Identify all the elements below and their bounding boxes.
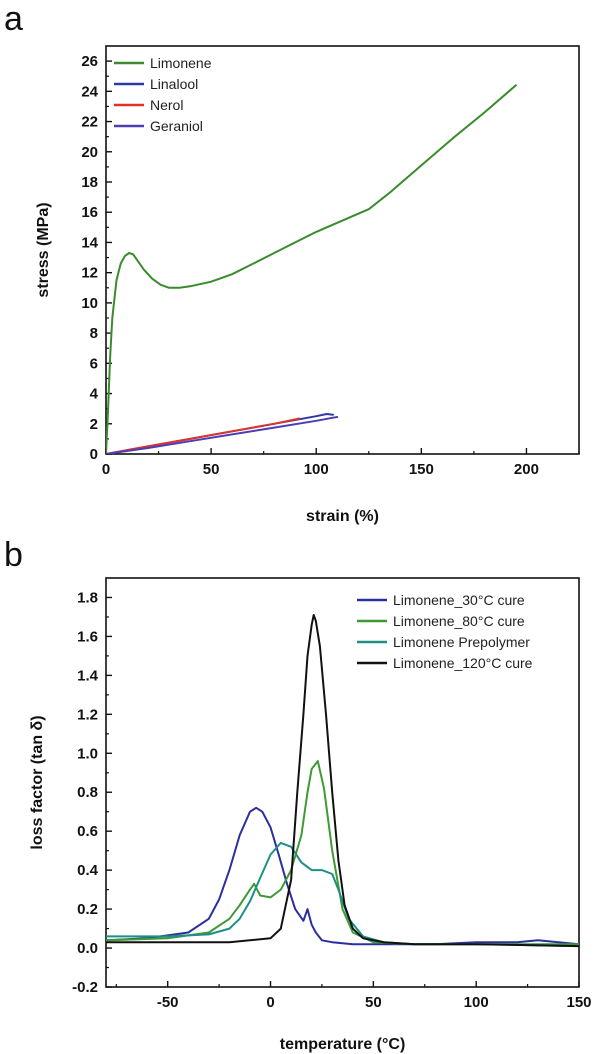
legend-label-limonene-prepolymer: Limonene Prepolymer <box>393 634 530 650</box>
plot-frame <box>105 577 580 988</box>
y-tick-label: 1.6 <box>77 628 98 645</box>
y-axis-title: loss factor (tan δ) <box>29 715 46 849</box>
x-tick-label: 100 <box>304 461 329 478</box>
series-line-limonene-30-c-cure <box>106 806 579 946</box>
x-tick-label: 50 <box>365 994 382 1011</box>
x-tick-label: 150 <box>409 461 434 478</box>
y-tick-label: 10 <box>81 295 98 312</box>
y-tick-label: 12 <box>81 265 98 282</box>
panel-label-b: b <box>4 536 23 574</box>
y-tick-label: 0.4 <box>77 862 99 879</box>
x-tick-label: 0 <box>266 994 274 1011</box>
y-tick-label: 26 <box>81 53 98 70</box>
legend: Limonene_30°C cure Limonene_80°C cure Limo… <box>357 592 533 671</box>
y-tick-label: 0 <box>90 446 98 463</box>
y-tick-label: 8 <box>90 325 98 342</box>
panel-label-a: a <box>4 0 23 38</box>
chart-panel-a: 0 50 100 150 20002468101214161820222426strai… <box>35 45 580 525</box>
y-axis-title: stress (MPa) <box>35 202 52 297</box>
legend-label-linalool: Linalool <box>150 76 198 92</box>
y-tick-label: 0.0 <box>77 940 98 957</box>
y-tick-label: 0.6 <box>77 823 98 840</box>
y-tick-label: 14 <box>81 234 98 251</box>
x-tick-label: 200 <box>514 461 539 478</box>
series-line-geraniol <box>106 416 339 454</box>
chart-panel-b: -50 0 50 100 150 -0.2 0.0 0.2 0.4 0.6 0.8 1.0 1.2 1.4… <box>29 577 592 1053</box>
x-axis-title: strain (%) <box>306 508 379 525</box>
legend-label-nerol: Nerol <box>150 97 183 113</box>
x-axis-title: temperature (°C) <box>280 1036 406 1053</box>
y-tick-label: 2 <box>90 416 98 433</box>
legend-label-limonene-30-c-cure: Limonene_30°C cure <box>393 592 525 608</box>
y-tick-label: 16 <box>81 204 98 221</box>
y-tick-label: 1.0 <box>77 745 98 762</box>
legend: Limonene Linalool Nerol Geraniol <box>114 55 212 134</box>
legend-label-limonene-120-c-cure: Limonene_120°C cure <box>393 655 533 671</box>
y-tick-label: 4 <box>90 386 99 403</box>
y-tick-label: -0.2 <box>72 979 98 996</box>
y-tick-label: 18 <box>81 174 98 191</box>
legend-label-geraniol: Geraniol <box>150 118 203 134</box>
series-line-limonene-80-c-cure <box>106 760 579 946</box>
series-line-limonene-120-c-cure <box>106 614 579 948</box>
plot-frame <box>105 45 580 455</box>
y-tick-label: 20 <box>81 144 98 161</box>
x-tick-label: 0 <box>102 461 110 478</box>
x-tick-label: 50 <box>203 461 220 478</box>
legend-label-limonene-80-c-cure: Limonene_80°C cure <box>393 613 525 629</box>
y-tick-label: 24 <box>81 83 98 100</box>
y-tick-label: 0.8 <box>77 784 98 801</box>
y-tick-label: 1.2 <box>77 706 98 723</box>
x-tick-label: 150 <box>566 994 591 1011</box>
y-tick-label: 1.8 <box>77 589 98 606</box>
y-tick-label: 1.4 <box>77 667 99 684</box>
legend-label-limonene: Limonene <box>150 55 212 71</box>
x-tick-label: -50 <box>157 994 179 1011</box>
series-line-limonene <box>106 84 517 454</box>
series-line-nerol <box>106 417 301 454</box>
y-tick-label: 6 <box>90 355 98 372</box>
y-tick-label: 0.2 <box>77 901 98 918</box>
y-tick-label: 22 <box>81 114 98 131</box>
x-tick-label: 100 <box>464 994 489 1011</box>
